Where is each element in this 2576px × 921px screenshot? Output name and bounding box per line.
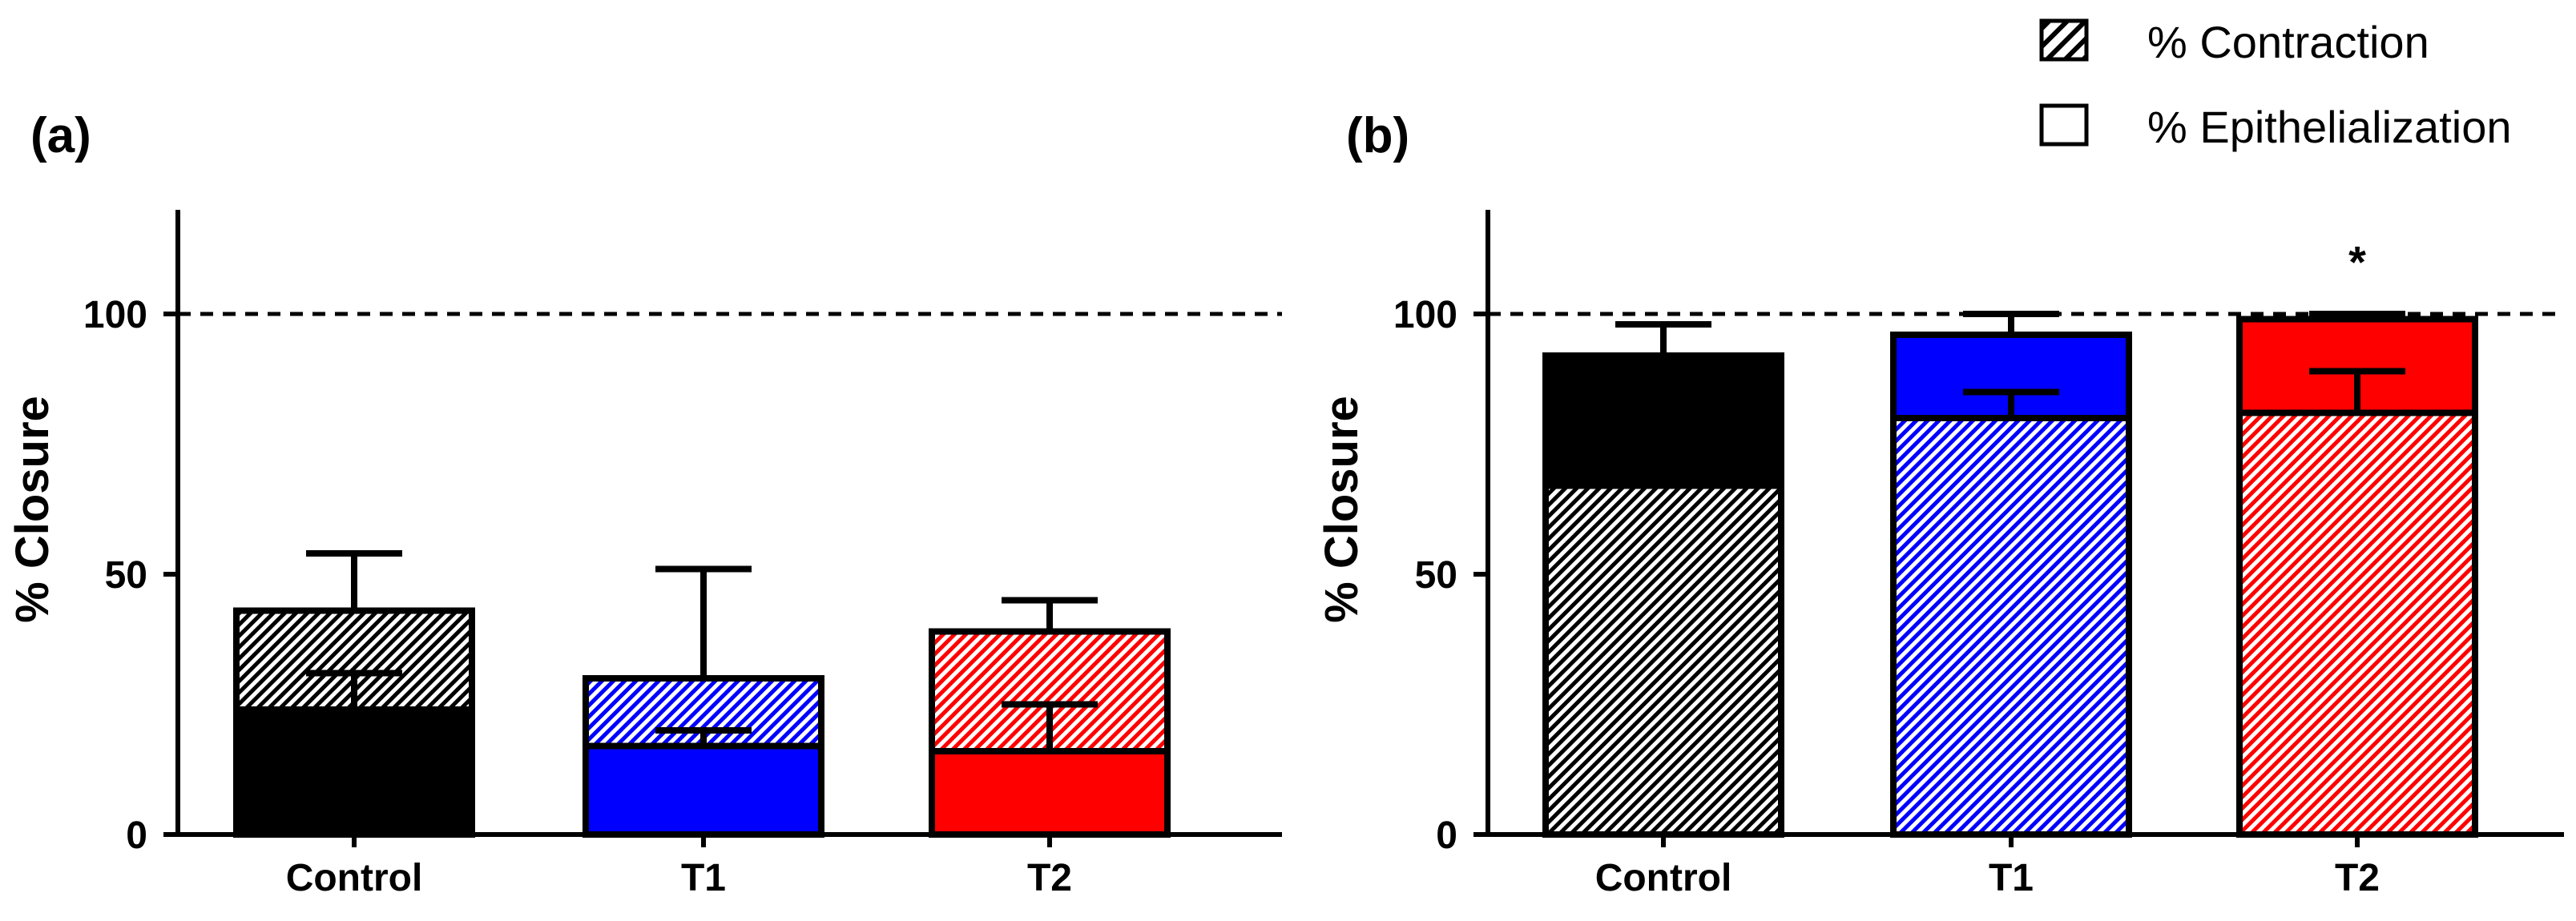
panel-a-x-tick-label: Control: [286, 857, 423, 899]
panel-b-bar-control-contraction: [1542, 482, 1784, 838]
panel-b-y-axis-title: % Closure: [1316, 396, 1368, 623]
panel-a-y-tick-label: 0: [126, 814, 147, 857]
panel-b-y-tick-label: 100: [1393, 294, 1457, 336]
legend-swatch-open: [2039, 103, 2089, 147]
panel-a-y-tick-label: 100: [83, 294, 147, 336]
panel-a-bars: [233, 550, 1171, 838]
panel-a-axes: Control T1 T2 0 50 100: [83, 210, 1282, 899]
panel-b-bar-t1-contraction: [1890, 415, 2132, 838]
panel-a-bar-t2-epithelialization: [929, 748, 1171, 838]
panel-a-bar-t1-epithelialization: [583, 742, 824, 838]
panel-a-x-tick-label: T1: [681, 857, 726, 899]
panel-a: (a) % Closure Control T1 T2 0 50 100: [6, 108, 1282, 899]
panel-b: (b) % Closure * Control T1 T2 0 50 100: [1316, 108, 2564, 899]
panel-b-bar-t2-contraction: [2236, 409, 2478, 838]
legend-swatch-hatched: [2039, 18, 2089, 62]
panel-b-x-tick-label: T2: [2335, 857, 2380, 899]
panel-a-bar-control-epithelialization: [233, 706, 475, 838]
panel-b-y-tick-label: 0: [1436, 814, 1457, 857]
legend: % Contraction % Epithelialization: [2039, 17, 2511, 152]
panel-b-significance-mark: *: [2348, 237, 2366, 288]
legend-label-epithelialization: % Epithelialization: [2147, 102, 2511, 152]
panel-a-x-tick-label: T2: [1027, 857, 1072, 899]
panel-b-axes: Control T1 T2 0 50 100: [1393, 210, 2564, 899]
panel-a-y-axis-title: % Closure: [6, 396, 58, 623]
panel-b-label: (b): [1346, 108, 1409, 163]
panel-b-x-tick-label: Control: [1595, 857, 1732, 899]
panel-b-bar-control-epithelialization: [1542, 352, 1784, 489]
legend-label-contraction: % Contraction: [2147, 17, 2429, 67]
panel-b-y-tick-label: 50: [1415, 554, 1457, 597]
panel-a-y-tick-label: 50: [105, 554, 147, 597]
panel-a-label: (a): [30, 108, 91, 163]
panel-b-x-tick-label: T1: [1989, 857, 2034, 899]
panel-b-bars: *: [1542, 237, 2478, 838]
